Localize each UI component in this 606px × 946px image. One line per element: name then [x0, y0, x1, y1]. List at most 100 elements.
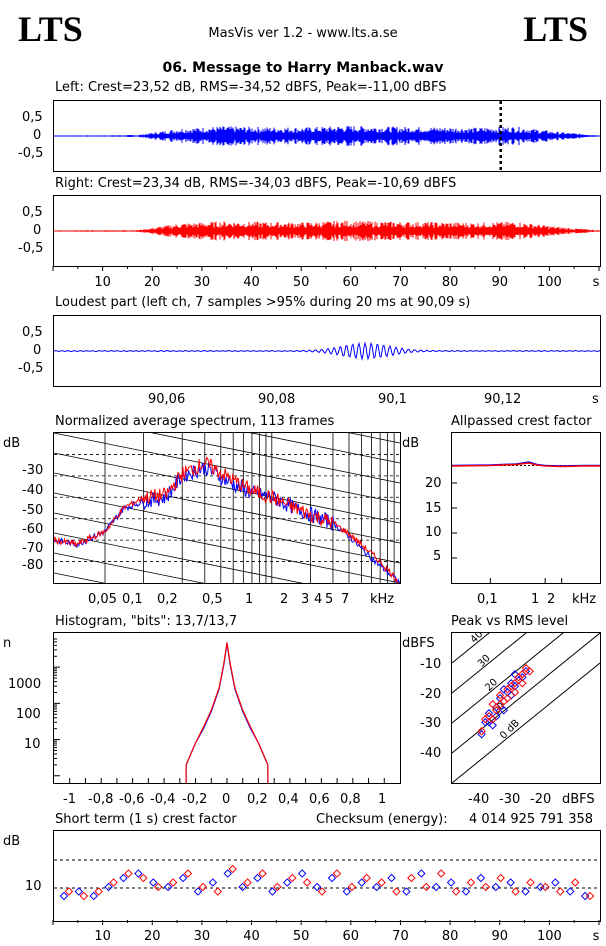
- right-ytick-2: -0,5: [18, 241, 44, 256]
- right-channel-title: Right: Crest=23,34 dB, RMS=-34,03 dBFS, …: [55, 176, 457, 191]
- time-axis-label: 50: [293, 275, 310, 290]
- short-crest-title: Short term (1 s) crest factor: [55, 812, 237, 827]
- loudest-xtick-2: 90,1: [378, 392, 407, 407]
- short-crest-point: [104, 882, 113, 892]
- short-crest-point: [565, 887, 575, 896]
- short-crest-xtick-label: 20: [144, 929, 161, 944]
- short-crest-point: [506, 878, 515, 887]
- loudest-panel: [53, 315, 601, 387]
- histogram-xtick-row: -1 -0,8 -0,6 -0,4 -0,2 0 0,2 0,4 0,6 0,8…: [0, 792, 606, 812]
- short-crest-point: [198, 882, 208, 892]
- short-crest-point: [362, 873, 371, 883]
- right-ytick-1: 0: [33, 223, 42, 238]
- spectrum-xtick-6: 3: [301, 592, 310, 607]
- short-crest-xtick-label: 10: [94, 929, 111, 944]
- histogram-xtick-4: -0,2: [182, 792, 208, 807]
- histogram-right-trace: [185, 642, 269, 783]
- loudest-ytick-2: -0,5: [18, 361, 44, 376]
- short-crest-point: [407, 873, 416, 883]
- short-crest-point: [89, 891, 98, 901]
- peak-rms-point: [477, 727, 486, 736]
- crest-ytick-2: 10: [425, 525, 442, 540]
- short-crest-point: [273, 882, 282, 892]
- histogram-ytick-1: 100: [16, 707, 41, 722]
- short-crest-unit: s: [593, 929, 600, 944]
- left-waveform-trace: [54, 125, 600, 147]
- histogram-plot: [54, 638, 385, 783]
- crest-diagonal-label: 40: [469, 633, 486, 646]
- short-crest-plot: [54, 859, 600, 901]
- short-crest-point: [327, 873, 337, 883]
- short-crest-point: [149, 878, 158, 887]
- short-crest-ytick-0: 10: [25, 879, 42, 894]
- peak-rms-point: [503, 694, 512, 703]
- short-crest-xtick-label: 30: [194, 929, 211, 944]
- short-crest-point: [134, 869, 143, 878]
- loudest-title: Loudest part (left ch, 7 samples >95% du…: [55, 295, 471, 310]
- spectrum-slope-line: [348, 433, 400, 444]
- histogram-ytick-2: 10: [24, 737, 41, 752]
- spectrum-plot: [54, 433, 400, 583]
- histogram-xtick-9: 0,8: [340, 792, 361, 807]
- crest-ytick-0: 20: [425, 476, 442, 491]
- short-crest-point: [79, 891, 89, 901]
- short-crest-point: [124, 869, 133, 878]
- logo-left: LTS: [18, 9, 83, 49]
- short-crest-point: [392, 887, 401, 896]
- app-title: MasVis ver 1.2 - www.lts.a.se: [208, 26, 398, 41]
- spectrum-slope-line: [54, 452, 400, 524]
- peak-rms-ytick-0: -10: [420, 657, 442, 672]
- short-crest-point: [431, 882, 441, 892]
- time-axis-label: 40: [243, 275, 260, 290]
- short-crest-point: [461, 887, 471, 896]
- short-crest-point: [422, 882, 431, 892]
- short-crest-point: [253, 873, 262, 883]
- peak-rms-ytick-1: -20: [420, 687, 442, 702]
- histogram-xtick-1: -0,8: [88, 792, 114, 807]
- spectrum-slope-line: [54, 552, 205, 583]
- crest-ytick-3: 5: [433, 549, 442, 564]
- crest-diagonal-line: [452, 633, 564, 724]
- short-crest-point: [347, 882, 357, 892]
- spectrum-xtick-3: 0,5: [202, 592, 223, 607]
- short-crest-point: [556, 887, 565, 896]
- short-crest-point: [536, 882, 545, 892]
- histogram-left-trace: [185, 643, 269, 783]
- short-crest-xtick-label: 40: [243, 929, 260, 944]
- peak-rms-point: [510, 679, 520, 688]
- short-crest-point: [213, 887, 223, 896]
- right-waveform-plot: [54, 220, 600, 242]
- short-crest-point: [387, 873, 396, 883]
- loudest-xtick-0: 90,06: [148, 392, 186, 407]
- short-crest-xtick-label: 90: [491, 929, 508, 944]
- spectrum-slope-line: [54, 512, 400, 583]
- peak-rms-xunit: dBFS: [562, 792, 595, 807]
- right-waveform-trace: [54, 220, 600, 242]
- short-crest-point: [446, 878, 456, 887]
- peak-rms-ytick-3: -40: [420, 746, 442, 761]
- loudest-xtick-1: 90,08: [258, 392, 296, 407]
- crest-allpass-right-trace: [452, 462, 600, 468]
- short-crest-point: [451, 887, 461, 896]
- short-crest-xtick-label: 100: [537, 929, 562, 944]
- short-crest-point: [64, 887, 74, 896]
- short-crest-point: [521, 887, 530, 896]
- time-axis-unit: s: [593, 275, 600, 290]
- peak-rms-xtick-1: -30: [499, 792, 521, 807]
- short-crest-point: [119, 873, 128, 883]
- short-crest-point: [372, 882, 381, 892]
- time-axis-label: 60: [343, 275, 360, 290]
- crest-allpass-ylabel: dB: [402, 436, 420, 451]
- peak-rms-point: [518, 670, 527, 679]
- crest-diagonal-line: [452, 633, 490, 664]
- file-name: 06. Message to Harry Manback.wav: [162, 60, 444, 76]
- short-crest-point: [377, 878, 386, 887]
- short-crest-point: [59, 891, 69, 901]
- short-crest-point: [288, 873, 297, 883]
- spectrum-xtick-0: 0,05: [88, 592, 117, 607]
- time-axis-label: 80: [442, 275, 459, 290]
- spectrum-ytick-0: -30: [22, 463, 44, 478]
- short-crest-point: [476, 873, 486, 883]
- spectrum-xtick-5: 2: [280, 592, 289, 607]
